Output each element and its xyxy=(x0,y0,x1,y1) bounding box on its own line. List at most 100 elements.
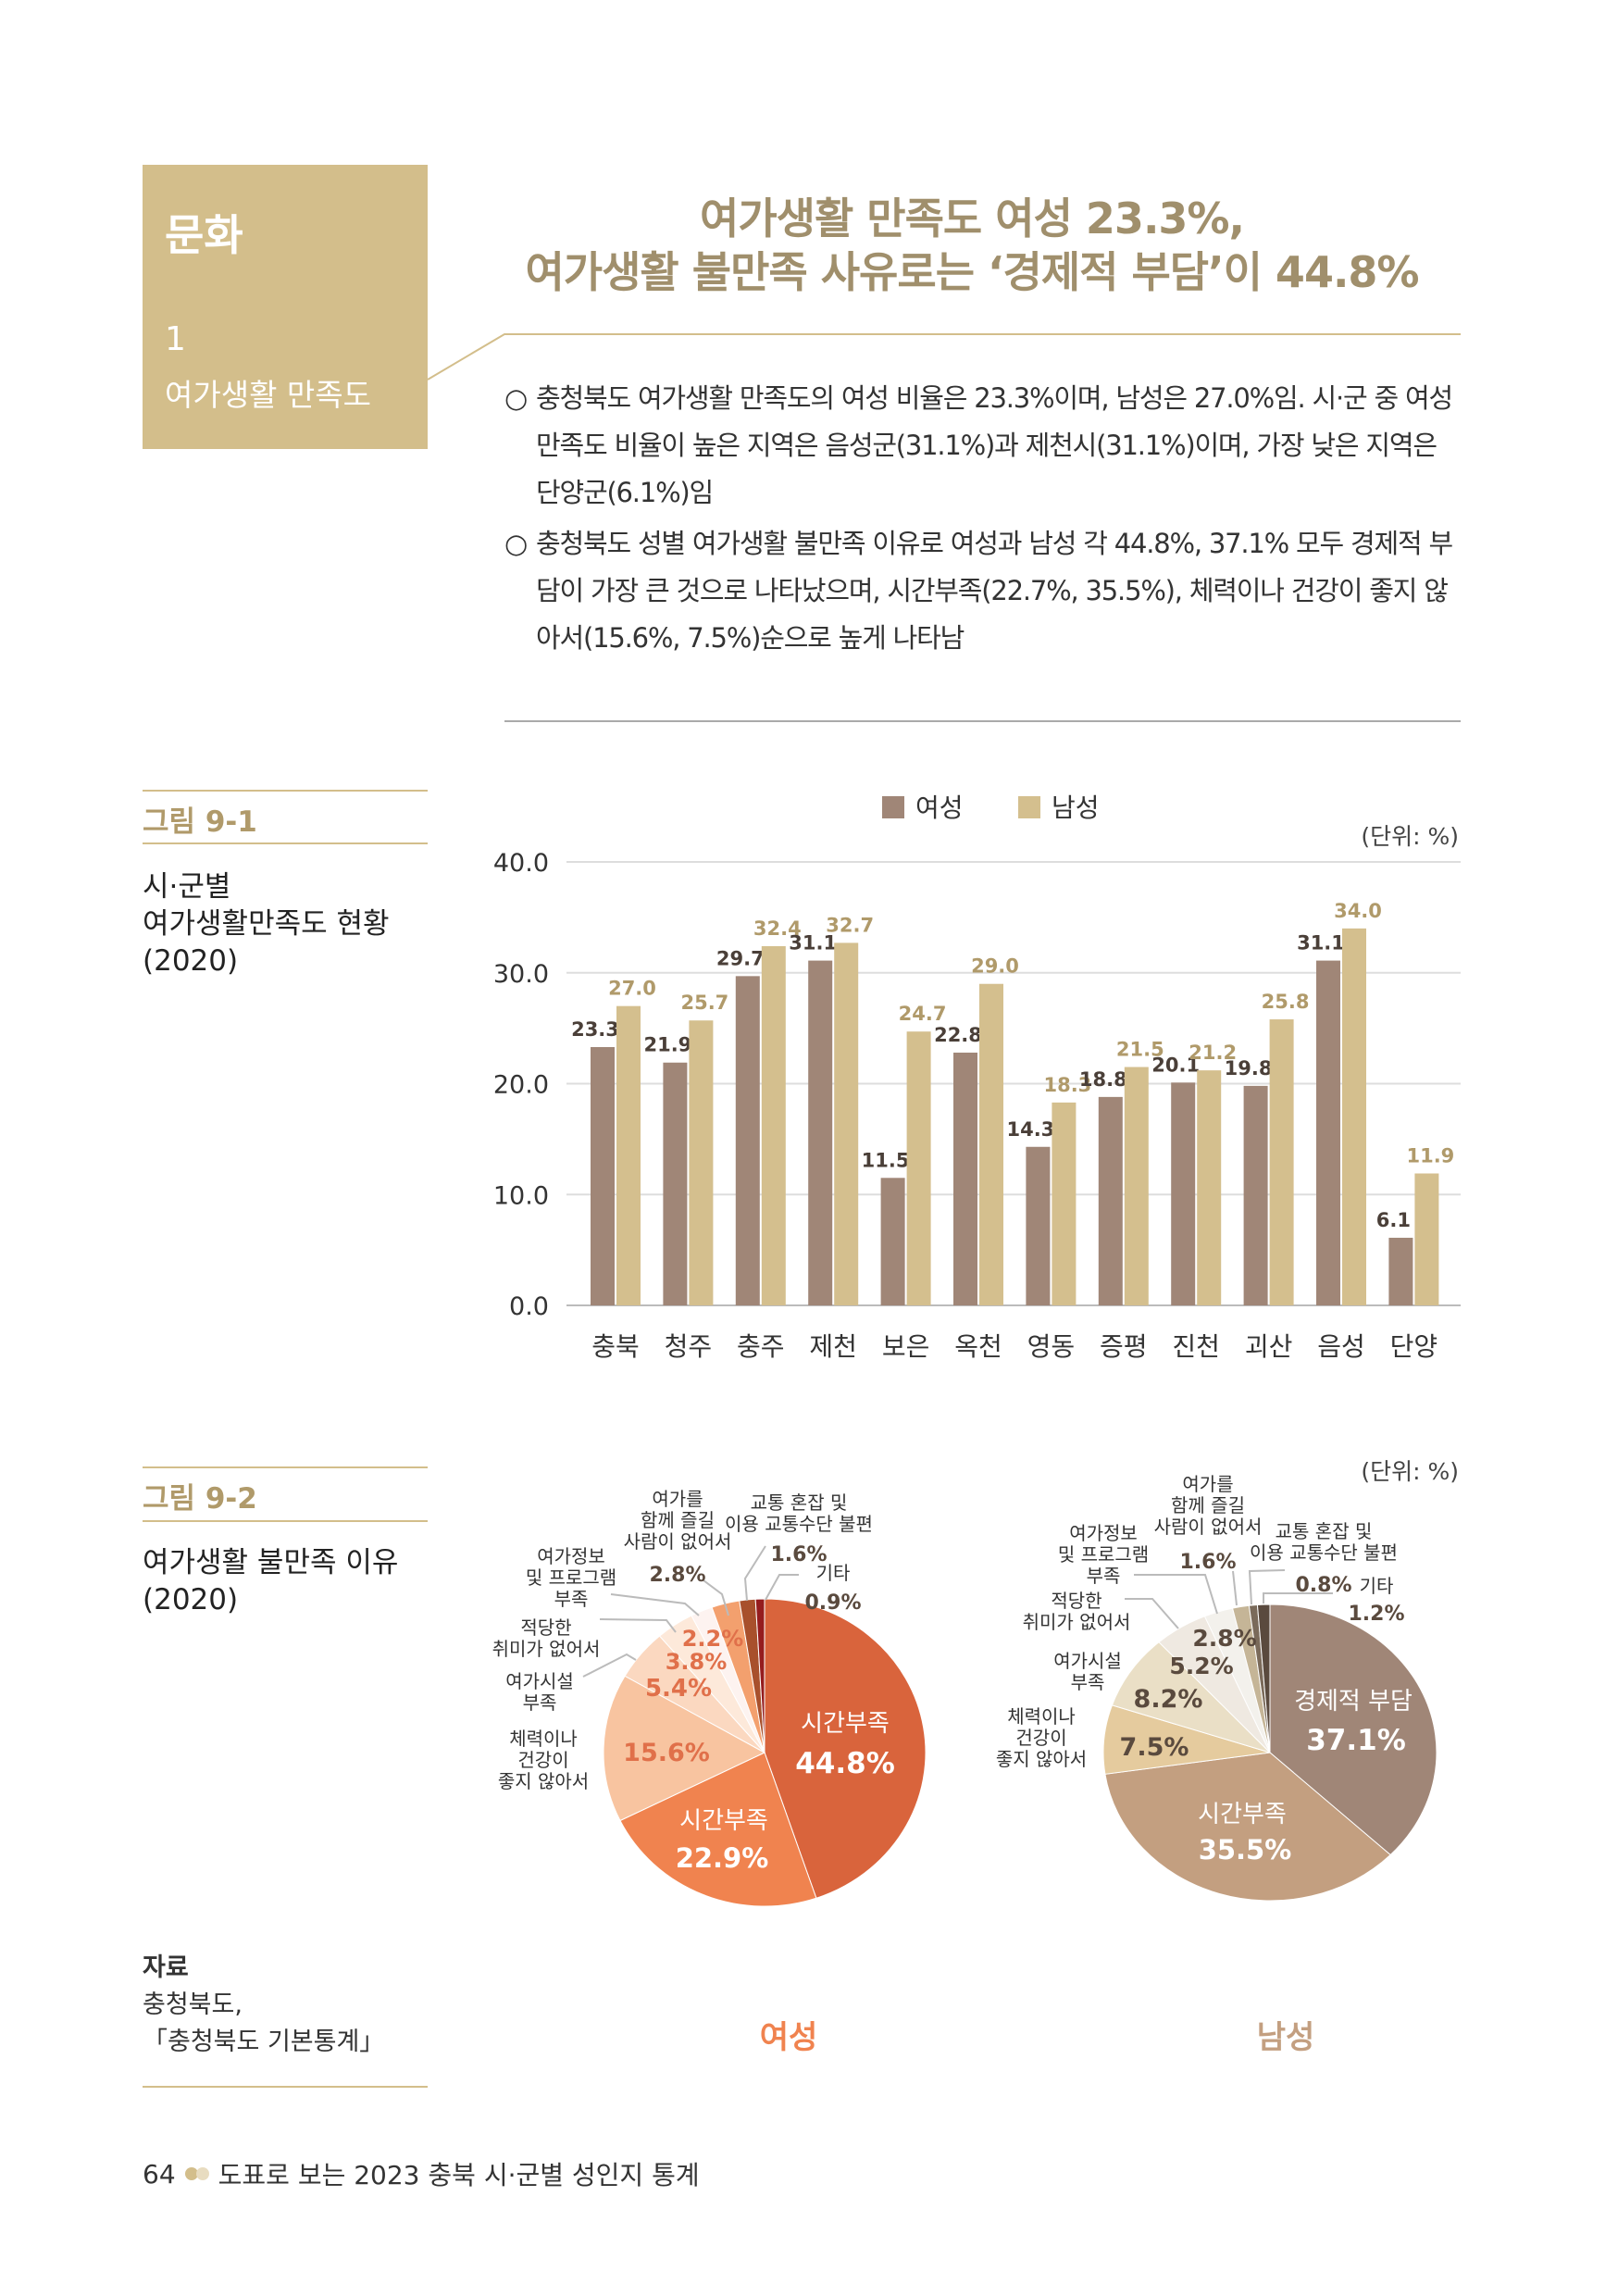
bullet-text: 충청북도 성별 여가생활 불만족 이유로 여성과 남성 각 44.8%, 37.… xyxy=(536,528,1453,654)
slice-value: 5.4% xyxy=(645,1675,712,1703)
slice-label: 함께 즐길 xyxy=(1171,1494,1245,1516)
slice-label: 건강이 xyxy=(517,1749,568,1771)
bar-남성 xyxy=(1124,1067,1149,1305)
slice-value: 1.6% xyxy=(1179,1551,1236,1574)
slice-value: 3.8% xyxy=(666,1649,728,1675)
bar-남성 xyxy=(761,946,786,1305)
slice-label: 적당한 xyxy=(520,1616,571,1639)
x-tick-label: 증평 xyxy=(1100,1331,1148,1362)
data-label: 25.7 xyxy=(680,992,728,1014)
data-label: 18.8 xyxy=(1079,1068,1127,1091)
bar-남성 xyxy=(1052,1102,1077,1305)
data-label: 19.8 xyxy=(1225,1057,1273,1079)
summary-bullets: ○ 충청북도 여가생활 만족도의 여성 비율은 23.3%이며, 남성은 27.… xyxy=(504,375,1467,666)
headline-line-1: 여가생활 만족도 여성 23.3%, xyxy=(700,193,1245,243)
bar-여성 xyxy=(735,976,760,1305)
slice-value: 35.5% xyxy=(1199,1834,1292,1866)
x-tick-label: 영동 xyxy=(1027,1331,1076,1362)
section-number: 1 xyxy=(165,320,186,358)
section-category: 문화 xyxy=(165,210,243,260)
slice-label: 체력이나 xyxy=(509,1728,578,1750)
bar-여성 xyxy=(1243,1085,1268,1305)
footer-dot-icon xyxy=(184,2167,198,2180)
pie-title: 남성 xyxy=(1257,2019,1315,2056)
slice-value: 8.2% xyxy=(1134,1685,1203,1714)
unit-label: (단위: %) xyxy=(1361,1458,1459,1485)
x-tick-label: 제천 xyxy=(809,1331,857,1362)
page-number: 64 xyxy=(143,2158,176,2190)
slice-value: 5.2% xyxy=(1169,1653,1233,1679)
bar-여성 xyxy=(1171,1082,1196,1305)
slice-value: 15.6% xyxy=(623,1739,710,1767)
slice-label: 여가정보 xyxy=(1069,1522,1138,1544)
slice-label: 여가시설 xyxy=(505,1670,574,1692)
divider xyxy=(143,1466,428,1468)
figure1-label: 그림 9-1 xyxy=(143,805,257,839)
slice-label: 시간부족 xyxy=(1198,1801,1287,1828)
data-label: 6.1 xyxy=(1376,1209,1411,1231)
slice-label: 사람이 없어서 xyxy=(1154,1516,1263,1538)
data-label: 24.7 xyxy=(899,1003,947,1025)
slice-value: 2.8% xyxy=(649,1564,705,1587)
x-tick-label: 괴산 xyxy=(1245,1331,1293,1362)
slice-value: 2.8% xyxy=(1192,1625,1256,1652)
slice-value: 1.2% xyxy=(1348,1603,1404,1626)
divider xyxy=(143,842,428,844)
bar-남성 xyxy=(689,1020,714,1305)
slice-label: 사람이 없어서 xyxy=(624,1530,732,1553)
source: 자료 충청북도, 「충청북도 기본통계」 xyxy=(143,1950,384,2061)
slice-label: 건강이 xyxy=(1015,1727,1066,1749)
pie-slice xyxy=(764,1598,927,1899)
slice-label: 이용 교통수단 불편 xyxy=(1250,1541,1398,1564)
legend-label: 여성 xyxy=(915,792,964,823)
bar-여성 xyxy=(880,1178,905,1305)
leader-line xyxy=(743,1545,766,1602)
bar-여성 xyxy=(1316,960,1340,1305)
source-line: 「충청북도 기본통계」 xyxy=(143,2028,385,2056)
slice-label: 좋지 않아서 xyxy=(498,1770,589,1792)
x-tick-label: 음성 xyxy=(1317,1331,1365,1362)
source-label: 자료 xyxy=(143,1953,189,1982)
x-tick-label: 단양 xyxy=(1390,1331,1438,1362)
bar-남성 xyxy=(1197,1070,1222,1305)
bullet-circle-icon: ○ xyxy=(504,528,528,559)
slice-label: 기타 xyxy=(816,1562,851,1584)
slice-label: 및 프로그램 xyxy=(526,1566,616,1589)
data-label: 27.0 xyxy=(608,978,656,1000)
pie-slice xyxy=(1269,1603,1438,1856)
slice-label: 좋지 않아서 xyxy=(996,1748,1087,1770)
legend-swatch xyxy=(882,796,904,818)
slice-value: 37.1% xyxy=(1306,1724,1406,1757)
source-line: 충청북도, xyxy=(143,1990,243,2019)
slice-label: 함께 즐길 xyxy=(641,1509,715,1531)
bar-여성 xyxy=(1098,1096,1123,1305)
divider xyxy=(143,2086,428,2088)
footer-dot-icon xyxy=(195,2167,209,2180)
x-tick-label: 충북 xyxy=(591,1331,640,1362)
bar-여성 xyxy=(1388,1237,1413,1305)
pie-slice xyxy=(754,1598,765,1753)
section-name: 여가생활 만족도 xyxy=(165,377,372,413)
slice-label: 여가를 xyxy=(1182,1473,1233,1495)
data-label: 11.5 xyxy=(862,1149,910,1171)
pie-slice xyxy=(1256,1603,1271,1753)
slice-label: 적당한 xyxy=(1051,1590,1101,1612)
divider xyxy=(143,1520,428,1522)
y-tick-label: 30.0 xyxy=(493,960,549,989)
slice-label: 기타 xyxy=(1360,1575,1394,1597)
data-label: 31.1 xyxy=(1297,932,1345,955)
slice-label: 부족 xyxy=(523,1691,557,1714)
bar-남성 xyxy=(834,942,859,1305)
slice-value: 1.6% xyxy=(770,1543,827,1566)
bar-남성 xyxy=(616,1005,641,1305)
bar-여성 xyxy=(953,1052,977,1305)
data-label: 22.8 xyxy=(934,1024,982,1046)
data-label: 14.3 xyxy=(1006,1118,1054,1141)
slice-label: 교통 혼잡 및 xyxy=(751,1491,848,1514)
slice-label: 여가정보 xyxy=(537,1545,605,1567)
pie-slice xyxy=(619,1752,817,1907)
y-tick-label: 10.0 xyxy=(493,1181,549,1210)
slice-label: 시간부족 xyxy=(679,1807,768,1835)
bar-여성 xyxy=(1026,1146,1051,1305)
slice-label: 취미가 없어서 xyxy=(492,1638,601,1660)
